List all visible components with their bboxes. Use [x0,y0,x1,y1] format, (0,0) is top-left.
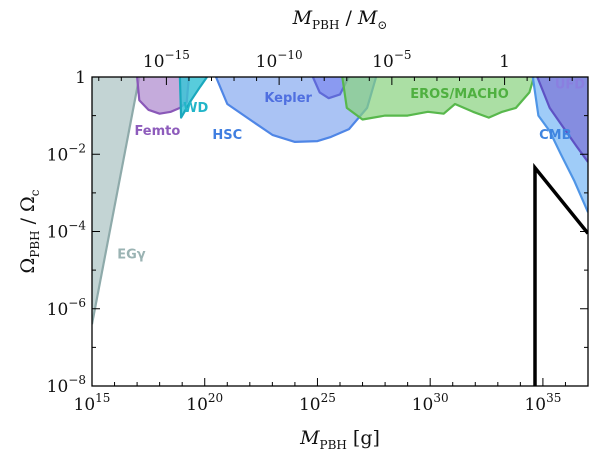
label-cmb: CMB [539,128,571,143]
label-ufd: UFD [555,78,585,93]
x-tick-label: 1035 [524,391,561,415]
label-femto: Femto [134,124,180,139]
region-eg-boundary [92,77,141,325]
region-cmb-boundary [531,77,588,213]
region-ufd-boundary [536,77,588,163]
x-tick-label: 1015 [74,391,111,415]
label-kepler: Kepler [264,91,312,106]
y-tick-label: 10−4 [47,219,87,243]
x-top-tick-label: 10−10 [256,48,303,72]
tick-labels: 1015 1020 1025 1030 1035 10−15 10−10 10−5 1 1 10−2… [47,48,562,415]
region-eros-macho-fill [342,77,534,120]
label-wd: WD [183,101,208,116]
region-eros-macho-boundary [341,77,535,121]
axis-titles: MPBH [g] MPBH / M⊙ ΩPBH / Ωc [17,7,387,452]
y-tick-label: 1 [75,68,86,88]
region-femto-fill [137,77,189,114]
y-tick-label: 10−2 [47,141,86,165]
x-tick-label: 1020 [186,391,223,415]
y-tick-label: 10−8 [47,373,86,397]
region-hsc-boundary [214,77,378,143]
ticks [91,76,589,387]
label-eg: EGγ [117,248,146,263]
region-ufd-fill [537,77,588,162]
region-wd-boundary [178,77,208,119]
y-tick-label: 10−6 [47,296,86,320]
label-hsc: HSC [212,128,242,143]
x-tick-label: 1030 [412,391,449,415]
label-eros-macho: EROS/MACHO [410,87,509,102]
x-axis-title: MPBH [g] [299,427,380,452]
x-top-tick-label: 10−15 [143,48,190,72]
constraint-regions [92,77,588,325]
constraint-line-group [533,162,588,386]
x-top-tick-label: 1 [499,52,510,72]
constraint-line [533,162,588,386]
y-axis-title: ΩPBH / Ωc [17,189,42,273]
x-top-axis-title: MPBH / M⊙ [292,7,388,32]
x-top-tick-label: 10−5 [372,48,411,72]
x-tick-label: 1025 [299,391,336,415]
